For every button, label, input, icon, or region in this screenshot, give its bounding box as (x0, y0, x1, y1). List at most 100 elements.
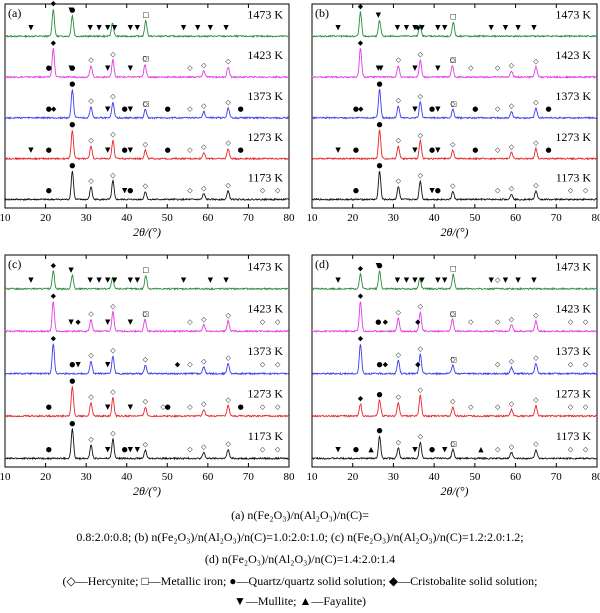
phase-marker-hercynite: ◇ (418, 50, 424, 58)
x-tick-label: 50 (469, 212, 481, 224)
phase-marker-hercynite: ◇ (396, 393, 402, 401)
x-tick-label: 50 (469, 471, 481, 483)
phase-marker-mullite: ▼ (429, 187, 435, 195)
phase-marker-cristobalite: ◆ (51, 262, 57, 270)
phase-marker-quartz: ● (429, 146, 435, 154)
x-tick-label: 70 (551, 471, 563, 483)
phase-marker-mullite: ▼ (128, 146, 134, 154)
x-axis-label: 2θ/(°) (133, 484, 161, 498)
phase-marker-mullite: ▼ (128, 276, 134, 284)
phase-marker-hercynite: ◇ (201, 61, 207, 69)
phase-marker-mullite: ▼ (128, 318, 134, 326)
series-label: 1273 K (555, 130, 591, 144)
phase-marker-mullite: ▼ (96, 276, 102, 284)
phase-marker-hercynite: ◇ (533, 440, 539, 448)
phase-marker-quartz: ● (127, 187, 133, 195)
series-label: 1423 K (555, 48, 591, 62)
phase-marker-mullite: ▼ (105, 64, 111, 72)
phase-marker-hercynite: ◇ (110, 131, 116, 139)
phase-marker-cristobalite: ◆ (415, 23, 421, 31)
phase-marker-hercynite: ◇ (201, 184, 207, 192)
xrd-trace (311, 394, 598, 418)
phase-marker-hercynite: ◇ (110, 430, 116, 438)
phase-marker-mullite: ▼ (88, 276, 94, 284)
phase-marker-cristobalite: ◆ (358, 335, 364, 343)
series-label: 1473 K (555, 259, 591, 273)
phase-marker-hercynite: ◇ (495, 276, 501, 284)
phase-marker-hercynite: ◇ (568, 403, 574, 411)
phase-marker-mullite: ▼ (435, 64, 441, 72)
plot-frame (4, 3, 290, 209)
phase-marker-hercynite: ◇ (201, 102, 207, 110)
xrd-trace (311, 129, 598, 161)
x-tick-label: 20 (347, 212, 359, 224)
phase-marker-hercynite: ◇ (161, 403, 167, 411)
phase-marker-mullite: ▼ (128, 23, 134, 31)
x-tick-label: 20 (40, 471, 52, 483)
phase-marker-hercynite: ◇ (533, 181, 539, 189)
phase-marker-metallic_iron: □ (450, 56, 457, 64)
phase-marker-hercynite: ◇ (110, 303, 116, 311)
phase-marker-hercynite: ◇ (143, 141, 149, 149)
phase-marker-cristobalite: ◆ (358, 105, 364, 113)
phase-marker-hercynite: ◇ (509, 184, 515, 192)
phase-marker-quartz: ● (435, 187, 441, 195)
phase-marker-mullite: ▼ (419, 276, 425, 284)
phase-marker-mullite: ▼ (378, 64, 384, 72)
phase-marker-metallic_iron: □ (450, 100, 457, 108)
phase-marker-quartz: ● (238, 403, 244, 411)
phase-marker-hercynite: ◇ (187, 318, 193, 326)
phase-marker-cristobalite: ◆ (415, 318, 421, 326)
series-label: 1423 K (247, 302, 283, 316)
phase-marker-hercynite: ◇ (143, 398, 149, 406)
phase-marker-quartz: ● (545, 105, 551, 113)
phase-marker-hercynite: ◇ (396, 136, 402, 144)
phase-marker-quartz: ● (69, 361, 75, 369)
phase-marker-mullite: ▼ (68, 266, 74, 274)
phase-marker-cristobalite: ◆ (51, 39, 57, 47)
phase-marker-cristobalite: ◆ (358, 265, 364, 273)
phase-marker-quartz: ● (165, 105, 171, 113)
phase-marker-mullite: ▼ (112, 276, 118, 284)
phase-marker-hercynite: ◇ (495, 187, 501, 195)
phase-marker-hercynite: ◇ (396, 177, 402, 185)
phase-marker-quartz: ● (353, 105, 359, 113)
phase-marker-hercynite: ◇ (450, 141, 456, 149)
phase-marker-mullite: ▼ (412, 23, 418, 31)
phase-marker-hercynite: ◇ (495, 146, 501, 154)
x-tick-label: 80 (592, 212, 600, 224)
phase-marker-mullite: ▼ (488, 276, 494, 284)
phase-marker-metallic_iron: □ (142, 11, 149, 19)
phase-marker-quartz: ● (377, 80, 383, 88)
series-label: 1473 K (247, 7, 283, 21)
phase-marker-quartz: ● (122, 445, 128, 453)
phase-marker-hercynite: ◇ (418, 386, 424, 394)
phase-marker-quartz: ● (377, 390, 383, 398)
phase-marker-quartz: ● (69, 121, 75, 129)
phase-marker-metallic_iron: □ (142, 310, 149, 318)
phase-marker-hercynite: ◇ (418, 171, 424, 179)
phase-marker-hercynite: ◇ (225, 58, 231, 66)
series-label: 1373 K (555, 89, 591, 103)
phase-marker-mullite: ▼ (105, 445, 111, 453)
phase-marker-mullite: ▼ (442, 445, 448, 453)
phase-marker-quartz: ● (545, 146, 551, 154)
phase-marker-mullite: ▼ (112, 23, 118, 31)
phase-marker-quartz: ● (69, 377, 75, 385)
phase-marker-quartz: ● (377, 121, 383, 129)
phase-marker-mullite: ▼ (412, 146, 418, 154)
phase-marker-quartz: ● (46, 105, 52, 113)
phase-marker-mullite: ▼ (105, 276, 111, 284)
phase-marker-cristobalite: ◆ (383, 361, 389, 369)
phase-marker-quartz: ● (69, 161, 75, 169)
x-tick-label: 40 (121, 471, 133, 483)
plot-frame (311, 254, 598, 468)
xrd-trace (311, 269, 598, 291)
phase-marker-hercynite: ◇ (143, 182, 149, 190)
phase-marker-hercynite: ◇ (450, 440, 456, 448)
phase-marker-mullite: ▼ (128, 445, 134, 453)
phase-marker-quartz: ● (69, 6, 75, 14)
phase-marker-hercynite: ◇ (260, 403, 266, 411)
phase-marker-hercynite: ◇ (187, 146, 193, 154)
